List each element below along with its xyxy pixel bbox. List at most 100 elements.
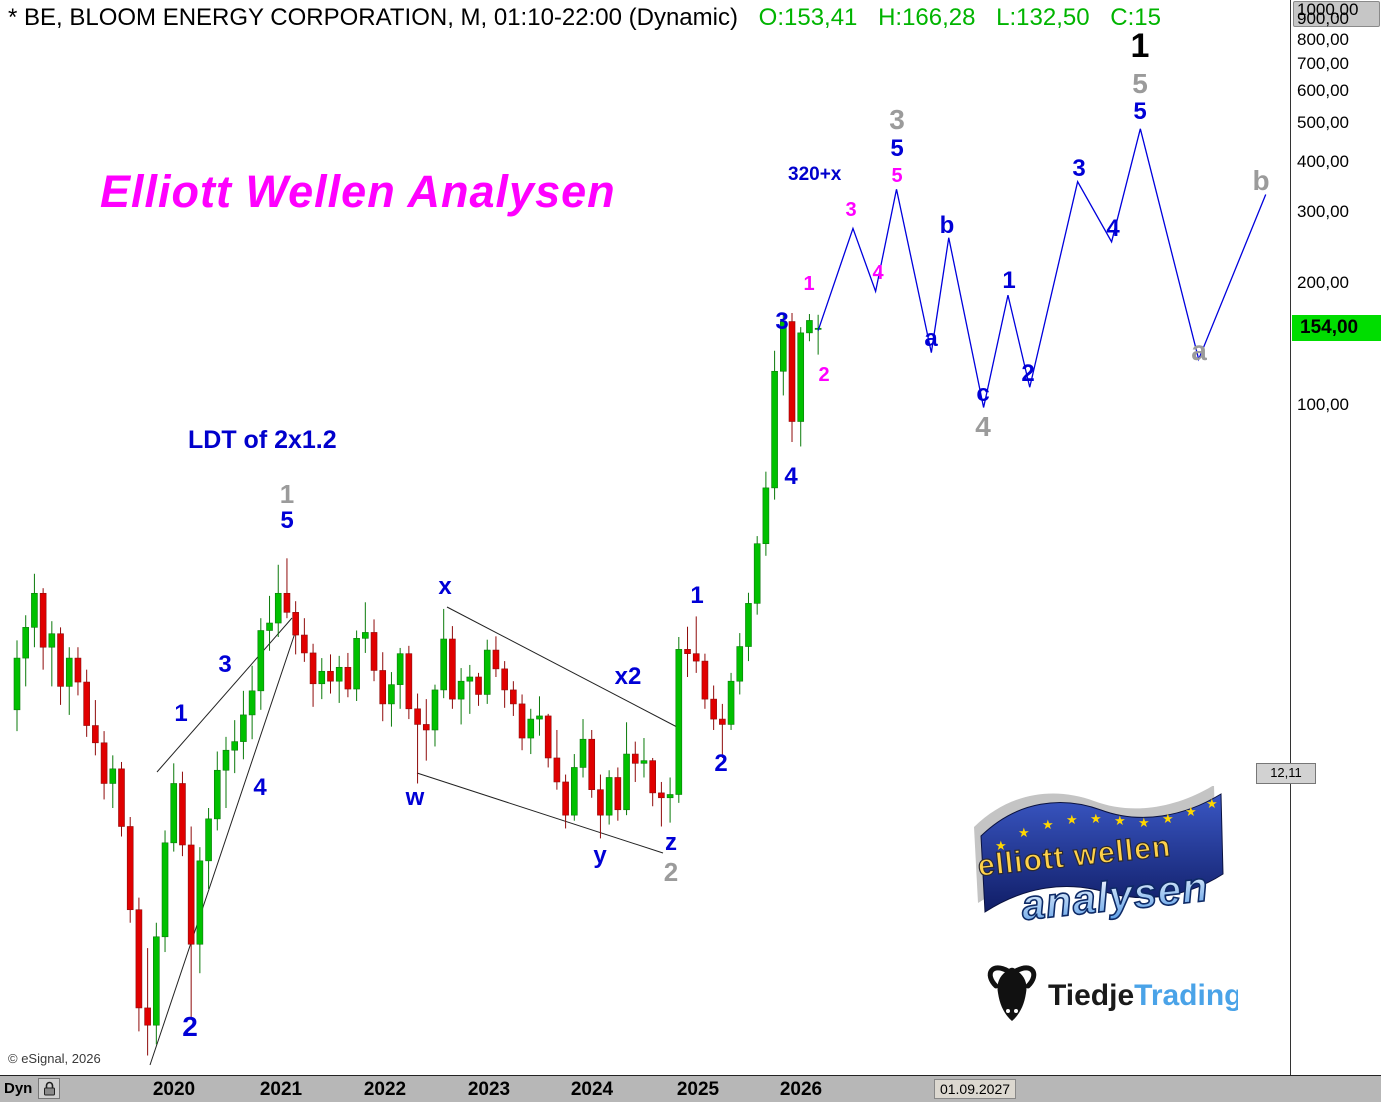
candle — [266, 622, 273, 631]
scale-lock-button[interactable] — [38, 1078, 60, 1099]
price-tick: 100,00 — [1297, 395, 1349, 414]
quote-low: L:132,50 — [996, 4, 1090, 31]
price-tick: 200,00 — [1297, 273, 1349, 293]
candle — [666, 794, 674, 799]
candle — [31, 592, 38, 628]
svg-text:★: ★ — [1018, 825, 1030, 840]
candle — [771, 370, 778, 489]
candle — [745, 603, 752, 647]
copyright-text: © eSignal, 2026 — [8, 1051, 101, 1066]
candle — [562, 781, 569, 816]
candle — [283, 592, 291, 613]
candle — [414, 708, 421, 725]
candle — [701, 660, 709, 700]
candle — [196, 860, 204, 945]
candle — [510, 689, 517, 705]
candle — [187, 844, 195, 945]
price-tick: 600,00 — [1297, 80, 1349, 100]
trendline — [149, 632, 296, 1066]
candle — [797, 332, 805, 422]
price-tick: 300,00 — [1297, 202, 1349, 222]
candle — [309, 652, 317, 685]
candle — [492, 649, 500, 670]
candle — [440, 638, 447, 691]
candle — [501, 668, 508, 691]
candle — [109, 768, 117, 784]
time-axis[interactable]: Dyn 2020 2021 2022 2023 2024 2025 2026 01.09.2… — [0, 1075, 1381, 1102]
price-chart-canvas[interactable] — [0, 0, 1381, 1075]
year-label: 2024 — [570, 1079, 614, 1100]
trendline — [446, 606, 678, 728]
candle — [144, 1007, 151, 1026]
trendline — [156, 617, 293, 773]
candle — [675, 649, 683, 795]
candle — [83, 681, 90, 726]
candle — [614, 777, 622, 811]
candle — [48, 633, 56, 648]
candle — [518, 703, 526, 739]
price-tick: 900,00 — [1297, 9, 1349, 29]
quote-open: O:153,41 — [758, 4, 858, 31]
candle — [240, 714, 247, 742]
candle — [466, 676, 474, 682]
candle — [231, 741, 238, 751]
projection-line — [817, 128, 1267, 408]
candle — [22, 627, 30, 659]
candle — [710, 698, 717, 720]
candle — [422, 724, 430, 731]
candle — [65, 657, 73, 687]
quote-high: H:166,28 — [878, 4, 976, 31]
price-tick: 400,00 — [1297, 151, 1349, 171]
dyn-mode-button[interactable]: Dyn — [4, 1080, 33, 1097]
ldt-annotation: LDT of 2x1.2 — [188, 426, 337, 454]
candle — [248, 690, 256, 716]
candle — [213, 769, 221, 820]
candle — [170, 783, 178, 844]
candle — [13, 657, 21, 711]
price-axis[interactable]: 1000,00 900,00 800,00 700,00 600,00 500,00 400… — [1290, 0, 1381, 1075]
year-label: 2026 — [779, 1079, 823, 1100]
svg-text:★: ★ — [1066, 812, 1078, 827]
candle — [100, 742, 108, 784]
candle — [736, 646, 744, 682]
candle — [553, 757, 561, 783]
watermark-text: Elliott Wellen Analysen — [100, 166, 616, 217]
svg-text:★: ★ — [995, 838, 1007, 853]
candle — [379, 670, 387, 705]
svg-text:★: ★ — [1090, 811, 1102, 826]
quote-close: C:15 — [1110, 4, 1161, 31]
future-date-label: 01.09.2027 — [934, 1079, 1016, 1099]
svg-text:★: ★ — [1185, 804, 1197, 819]
candle — [92, 725, 99, 744]
tiedje-logo: TiedjeTrading — [987, 965, 1238, 1021]
candle — [571, 767, 578, 816]
candle — [536, 715, 543, 720]
axis-scrollbar-thumb[interactable] — [1293, 1, 1380, 27]
symbol-title: * BE, BLOOM ENERGY CORPORATION, M, 01:10… — [8, 4, 738, 31]
candle — [431, 689, 439, 731]
year-label: 2020 — [152, 1079, 196, 1100]
candle — [344, 666, 352, 690]
candle — [658, 792, 665, 799]
candle — [449, 638, 456, 700]
price-tick: 700,00 — [1297, 53, 1349, 73]
svg-text:★: ★ — [1206, 796, 1218, 811]
year-label: 2025 — [676, 1079, 720, 1100]
candle — [483, 649, 491, 695]
candle — [640, 760, 648, 764]
candle — [370, 632, 378, 671]
price-level-tag: 12,11 — [1256, 763, 1316, 784]
candle — [806, 320, 813, 334]
candle — [727, 680, 735, 725]
candle — [753, 543, 761, 604]
svg-text:★: ★ — [1114, 813, 1126, 828]
candle — [318, 670, 326, 685]
bull-icon — [987, 965, 1037, 1021]
svg-text:★: ★ — [1162, 811, 1174, 826]
candle — [719, 718, 726, 725]
candle — [692, 653, 700, 662]
candle — [57, 633, 64, 687]
candle — [274, 592, 282, 624]
candle — [118, 768, 125, 827]
